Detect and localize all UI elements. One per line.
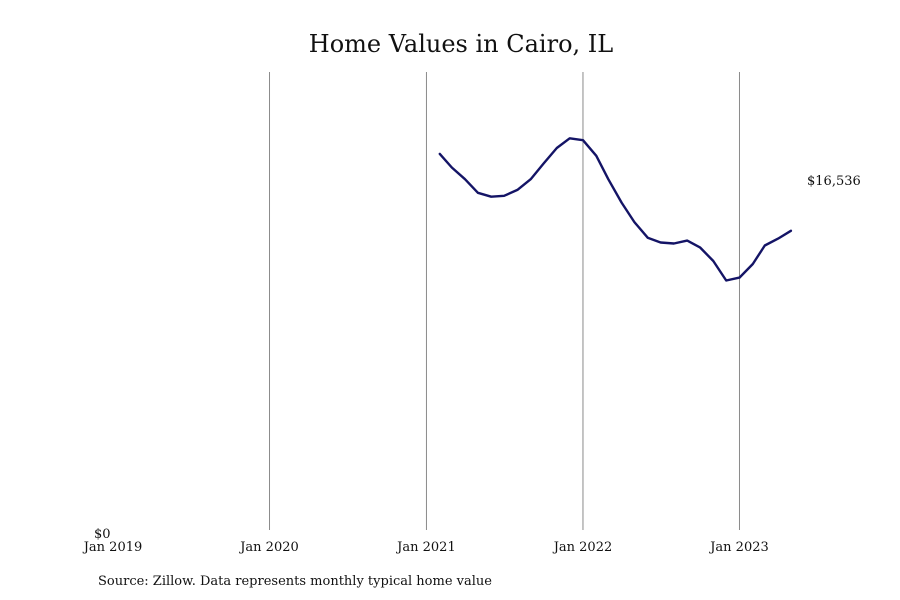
x-tick-label: Jan 2020: [238, 540, 299, 555]
y-axis-ticks: $0: [94, 527, 111, 542]
x-tick-label: Jan 2021: [395, 540, 456, 555]
chart-title: Home Values in Cairo, IL: [309, 30, 613, 58]
source-note: Source: Zillow. Data represents monthly …: [98, 574, 492, 589]
series-line: [438, 137, 793, 282]
gridlines: [269, 72, 740, 530]
x-tick-label: Jan 2022: [552, 540, 613, 555]
y-tick-label: $0: [94, 527, 111, 542]
x-tick-label: Jan 2023: [708, 540, 769, 555]
series-layer: [438, 137, 793, 282]
x-axis-ticks: Jan 2019 Jan 2020 Jan 2021 Jan 2022 Jan 2023: [82, 540, 769, 555]
end-value-label: $16,536: [807, 174, 861, 189]
x-tick-label: Jan 2019: [82, 540, 143, 555]
